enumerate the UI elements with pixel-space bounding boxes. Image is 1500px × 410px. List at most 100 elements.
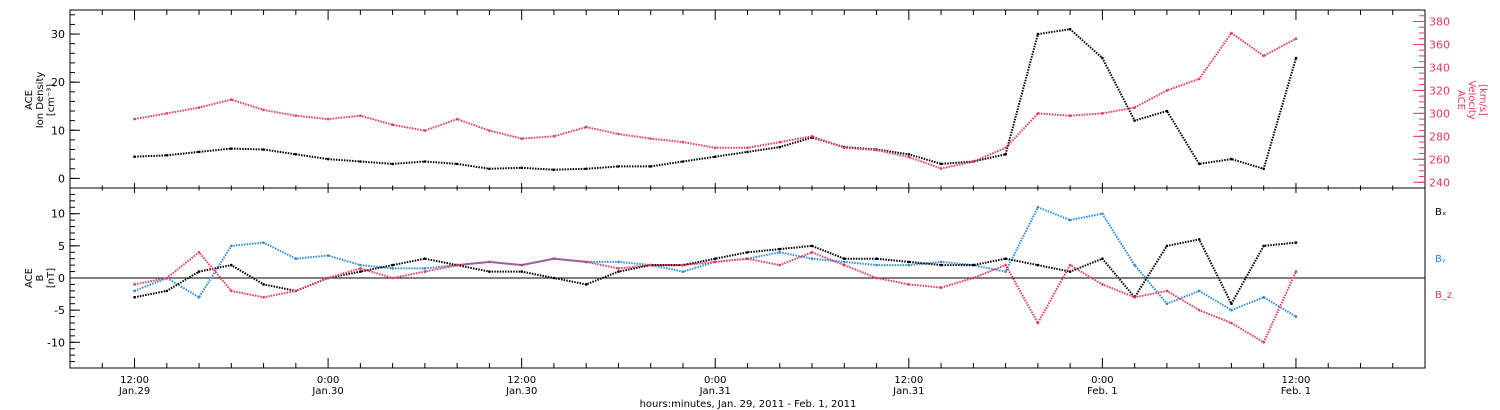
by-series-point [391,267,394,270]
date-tick-label: Jan.30 [505,386,537,397]
velocity-series-point [972,160,975,163]
b-tick-label: -10 [47,336,65,349]
bz-series-point [1230,321,1233,325]
density-series-point [713,155,717,158]
bz-series-point [972,276,975,280]
velocity-series-point [875,148,878,152]
velocity-series-point [939,167,943,170]
density-tick-label: 20 [51,76,65,89]
density-tick-label: 10 [51,124,65,137]
velocity-series-point [1036,112,1040,115]
velocity-series-point [907,155,911,159]
velocity-series-point [713,146,717,150]
velocity-ylabel-line-1: ACE [1455,90,1466,110]
velocity-series-point [746,146,749,150]
bz-series-point [713,260,717,264]
density-series-point [1262,167,1265,171]
density-series-point [1165,109,1169,113]
density-series-point [326,157,330,161]
bz-series [134,251,1297,344]
velocity-series-point [455,117,459,121]
bz-series-point [1294,270,1298,273]
bx-series-point [391,263,394,267]
density-series-point [681,160,685,163]
bx-series-point [972,263,975,267]
bx-series-point [552,276,556,280]
by-series-point [326,254,330,257]
bx-series-point [262,283,265,286]
density-series-point [197,150,201,154]
bz-series-point [294,289,298,293]
bx-series-point [1165,244,1169,248]
by-series-point [1294,315,1298,318]
velocity-tick-label: 340 [1429,61,1450,74]
by-series-point [262,241,265,244]
density-series-point [1068,27,1072,31]
density-series-point [488,167,491,171]
bz-series-point [1101,283,1104,286]
time-axis: 12:00Jan.290:00Jan.3012:00Jan.300:00Jan.… [69,10,1426,397]
bx-series-point [713,257,717,261]
velocity-series-point [262,108,265,112]
bx-series [134,238,1297,305]
by-series-point [1068,218,1072,222]
date-tick-label: Jan.29 [118,386,150,397]
density-series-point [294,153,298,156]
by-series-point [810,257,814,261]
density-series-point [359,160,362,163]
velocity-series-point [165,112,169,115]
bz-series-point [197,251,201,254]
velocity-series-point [584,125,588,129]
velocity-series-point [649,137,652,140]
bz-series-point [778,263,782,267]
density-series-point [520,166,523,170]
top-panel: 0 10 20 30 240 260 280 300 320 340 360 380 ACE Ion… [24,9,1488,189]
bx-series-point [165,289,169,293]
b-tick-label: 5 [58,240,65,253]
bx-series-point [843,257,846,261]
bz-series-point [1197,308,1201,312]
density-ylabel-line-2: Ion Density [35,72,46,129]
by-series-point [617,260,620,264]
velocity-series-point [197,106,201,109]
bx-series-point [939,263,943,267]
bx-series-point [197,270,201,273]
density-tick-label: 30 [51,28,65,41]
velocity-series-point [133,117,136,121]
velocity-series-point [423,129,427,132]
by-series-point [939,260,943,264]
velocity-series-point [1230,31,1233,35]
bz-series-point [1262,341,1265,344]
velocity-series-point [1068,114,1072,117]
density-series-point [1197,162,1201,166]
bz-series-point [617,267,620,270]
bx-series-point [488,270,491,273]
time-tick-label: 12:00 [507,375,536,386]
date-tick-label: Jan.30 [311,386,343,397]
bz-series-point [165,276,169,280]
bx-series-point [1197,238,1201,241]
b-legend-entry: B_z [1435,290,1452,301]
density-series-point [1230,157,1233,161]
bz-series-point [133,283,136,286]
density-series-point [455,162,459,166]
velocity-series-point [230,98,233,101]
density-series-point [552,168,556,171]
time-tick-label: 0:00 [317,375,339,386]
bz-series-point [1133,296,1136,299]
by-series-point [778,251,782,254]
by-series-point [230,244,233,248]
bz-series-point [584,260,588,264]
bx-series-point [520,270,523,273]
bx-series-point [617,270,620,273]
bz-series-point [1165,289,1169,293]
date-tick-label: Jan.31 [699,386,731,397]
velocity-series-point [810,135,814,138]
b-ylabel-line-2: B [35,274,46,281]
bz-series-point [423,270,427,273]
bz-series-point [939,286,943,289]
bx-series-point [1230,302,1233,306]
velocity-ylabel-line-3: [km/s] [1477,84,1488,116]
velocity-series-point [1262,54,1265,58]
